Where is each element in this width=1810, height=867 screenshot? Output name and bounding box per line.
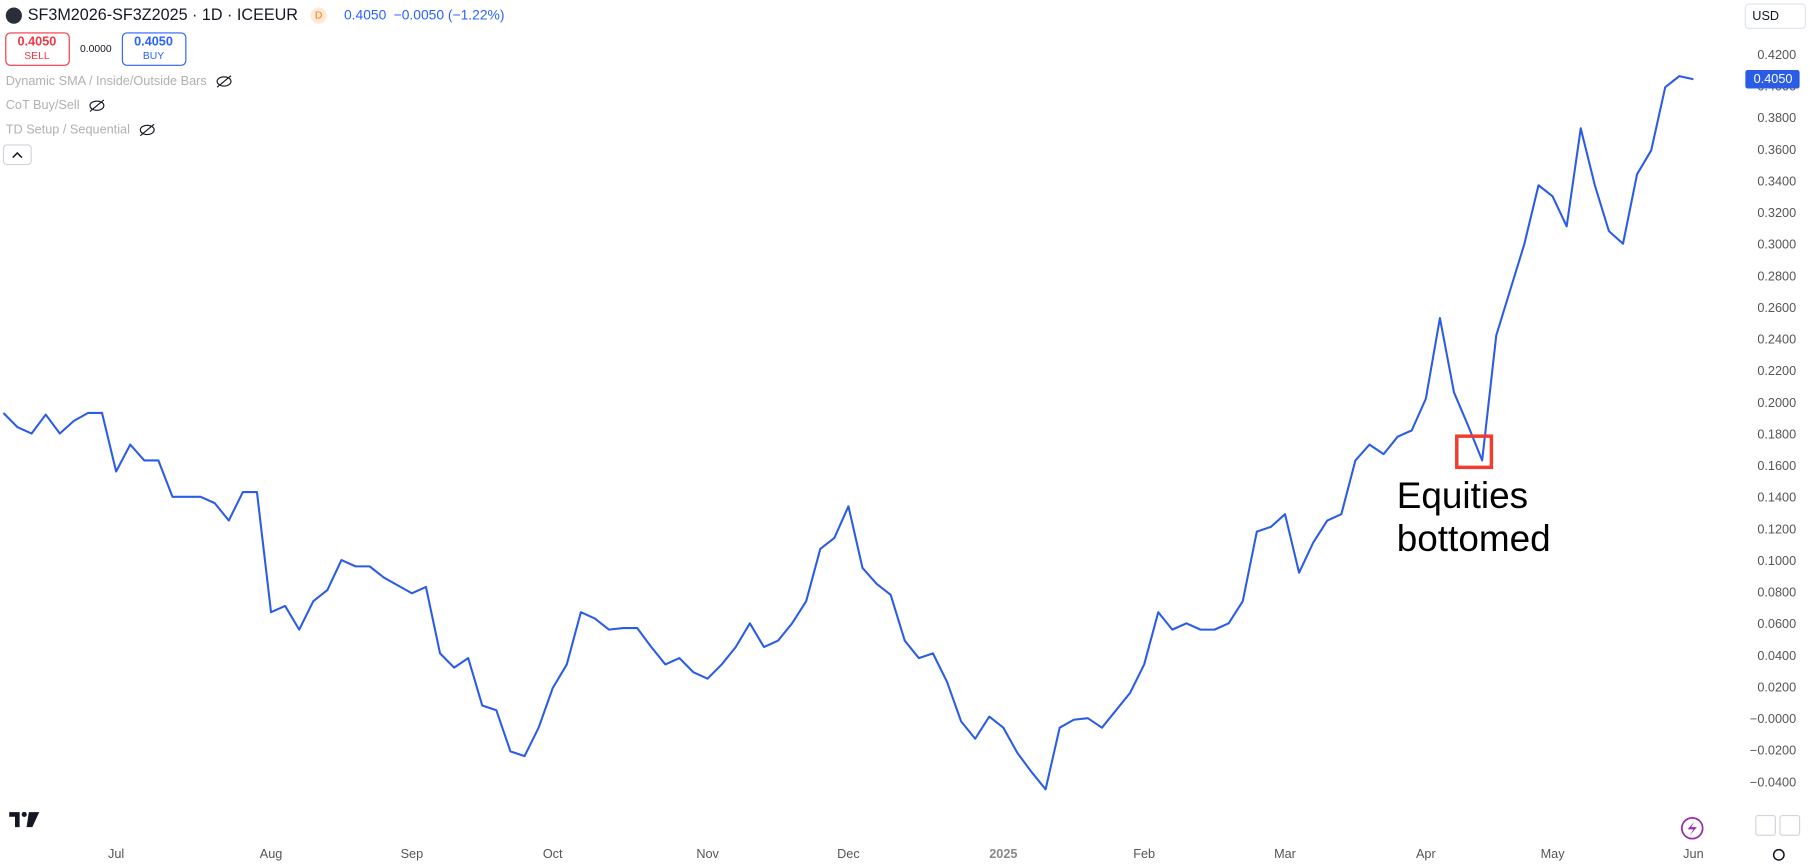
y-tick-label: 0.3000 [1757, 238, 1796, 252]
tv-logo[interactable] [9, 811, 40, 828]
sell-button[interactable] [5, 32, 70, 66]
collapse-icon [12, 151, 23, 159]
x-tick-label: Jul [108, 847, 124, 861]
y-tick-label: 0.0200 [1757, 681, 1796, 695]
visibility-toggle[interactable] [139, 124, 155, 136]
lightning-button[interactable] [1681, 817, 1704, 840]
visibility-slash [89, 99, 105, 112]
last-price: 0.4050 [344, 6, 387, 22]
y-tick-label: 0.2600 [1757, 301, 1796, 315]
y-tick-label: 0.0800 [1757, 586, 1796, 600]
y-tick-label: 0.0400 [1757, 649, 1796, 663]
y-tick-label: 0.1600 [1757, 459, 1796, 473]
buy-price: 0.4050 [134, 35, 173, 49]
y-tick-label: 0.3800 [1757, 111, 1796, 125]
logo-part [26, 812, 40, 828]
badge-circle [310, 7, 327, 24]
x-tick-label: Nov [696, 847, 719, 861]
logo-part [21, 811, 27, 817]
y-tick-label: 0.1200 [1757, 522, 1796, 536]
y-tick-label: 0.2400 [1757, 333, 1796, 347]
symbol-icon [5, 7, 22, 24]
x-tick-label: Oct [543, 847, 563, 861]
y-tick-label: −0.0400 [1750, 775, 1796, 789]
x-tick-label: Feb [1133, 847, 1155, 861]
visibility-slash [139, 123, 155, 137]
collapse-button[interactable] [2, 144, 32, 166]
y-tick-label: 0.2000 [1757, 396, 1796, 410]
y-tick-label: 0.1800 [1757, 427, 1796, 441]
y-tick-label: −0.0200 [1750, 744, 1796, 758]
visibility-toggle[interactable] [89, 100, 105, 111]
price-line [2, 75, 1694, 791]
buy-button[interactable] [121, 32, 187, 66]
visibility-toggle[interactable] [216, 76, 232, 87]
x-tick-label: Jun [1683, 847, 1703, 861]
annotation-text: Equities [1397, 475, 1528, 516]
annotation-text: bottomed [1397, 518, 1551, 559]
indicator-name: TD Setup / Sequential [6, 122, 130, 136]
sell-price: 0.4050 [18, 35, 57, 49]
y-tick-label: −0.0000 [1750, 712, 1796, 726]
x-tick-label: Sep [401, 847, 424, 861]
annotation-box [1455, 434, 1494, 470]
visibility-slash [216, 75, 232, 88]
spread: 0.0000 [80, 44, 112, 55]
y-tick-label: 0.2200 [1757, 364, 1796, 378]
x-tick-label: Apr [1416, 847, 1437, 861]
settings-button[interactable] [1772, 848, 1785, 861]
y-tick-label: 0.0600 [1757, 617, 1796, 631]
buy-label: BUY [143, 51, 164, 62]
y-tick-label: 0.4200 [1757, 48, 1796, 62]
y-tick-label: 0.2800 [1757, 269, 1796, 283]
auto-scale-button[interactable] [1755, 815, 1776, 836]
sell-label: SELL [24, 51, 50, 62]
logo-part [9, 812, 20, 828]
price-change: −0.0050 (−1.22%) [394, 6, 505, 22]
log-scale-button[interactable] [1779, 815, 1801, 836]
y-tick-label: 0.1000 [1757, 554, 1796, 568]
x-tick-label: Aug [260, 847, 283, 861]
x-tick-label: Mar [1274, 847, 1297, 861]
indicator-name: CoT Buy/Sell [6, 98, 80, 112]
y-tick-label: 0.1400 [1757, 491, 1796, 505]
symbol-title[interactable]: SF3M2026-SF3Z2025 · 1D · ICEEUR [28, 6, 298, 24]
y-tick-label: 0.3200 [1757, 206, 1796, 220]
price-tag: 0.4050 [1754, 72, 1793, 86]
lightning-icon [1687, 821, 1697, 836]
y-tick-label: 0.3600 [1757, 143, 1796, 157]
x-tick-label: Dec [837, 847, 860, 861]
y-tick-label: 0.3400 [1757, 174, 1796, 188]
price-tag-bg [1745, 70, 1800, 89]
x-tick-label: May [1541, 847, 1566, 861]
badge: D [315, 10, 323, 21]
currency-button[interactable] [1744, 3, 1806, 29]
indicator-name: Dynamic SMA / Inside/Outside Bars [6, 74, 207, 88]
currency: USD [1752, 9, 1779, 23]
x-tick-label: 2025 [989, 847, 1017, 861]
